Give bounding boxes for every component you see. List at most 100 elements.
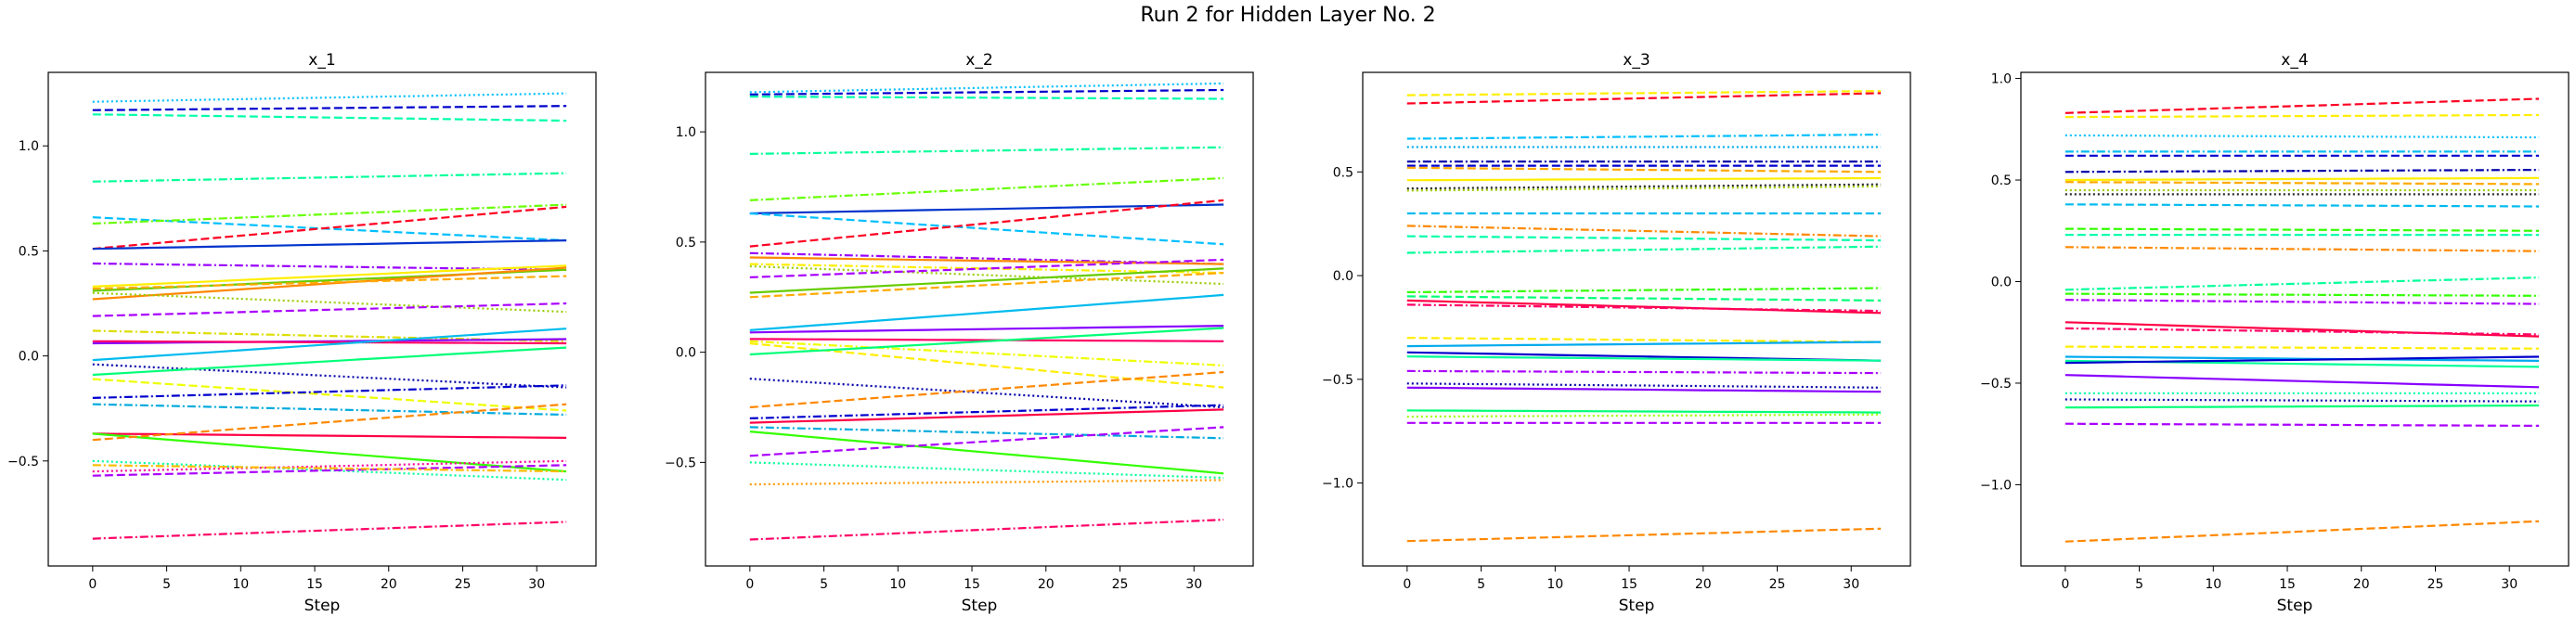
series-line-7: [2065, 176, 2540, 182]
x-tick-label: 5: [1477, 577, 1485, 592]
series-line-10: [92, 264, 567, 288]
series-line-7: [1406, 166, 1882, 174]
series-line-8: [1406, 176, 1882, 182]
x-tick-label: 20: [1038, 577, 1055, 592]
figure-title: Run 2 for Hidden Layer No. 2: [1140, 4, 1436, 27]
series-line-20: [92, 363, 567, 389]
x-tick-label: 0: [1403, 577, 1411, 592]
x-tick-label: 25: [2427, 577, 2444, 592]
subplot-x_2: x_2 0 5 10 15 20 25 30 −0.5 0.0 0.5 1.0 Step: [665, 51, 1254, 615]
x-tick-label: 10: [232, 577, 249, 592]
series-line-15: [2065, 276, 2540, 291]
series-group: [92, 92, 567, 540]
subplot-x_4: x_4 0 5 10 15 20 25 30 −1.0 −0.5 0.0 0.5 1.0 Step: [1980, 51, 2570, 615]
series-line-15: [1406, 287, 1882, 293]
plot-frame: [47, 71, 597, 567]
series-line-29: [749, 461, 1224, 480]
series-group: [2065, 97, 2540, 543]
series-line-8: [2065, 181, 2540, 186]
series-line-4: [749, 146, 1224, 155]
series-line-26: [92, 432, 567, 473]
series-line-12: [2065, 227, 2540, 232]
y-tick-label: 0.5: [676, 236, 696, 251]
series-line-27: [2065, 404, 2540, 409]
x-tick-label: 20: [1695, 577, 1712, 592]
x-axis-label: Step: [1619, 597, 1655, 615]
x-tick-label: 0: [745, 577, 754, 592]
series-line-7: [92, 205, 567, 251]
series-line-1: [92, 92, 567, 103]
series-line-6: [749, 203, 1224, 215]
y-tick-label: 0.5: [1991, 174, 2012, 188]
series-line-14: [1406, 245, 1882, 254]
series-line-1: [2065, 97, 2540, 114]
x-tick-label: 10: [1547, 577, 1563, 592]
x-tick-label: 30: [2501, 577, 2518, 592]
series-line-31: [749, 519, 1224, 541]
series-line-15: [92, 302, 567, 317]
series-line-17: [2065, 299, 2540, 305]
x-tick-label: 25: [455, 577, 472, 592]
series-line-16: [2065, 292, 2540, 297]
series-line-3: [2065, 134, 2540, 139]
series-line-23: [1406, 369, 1882, 375]
y-tick-label: −0.5: [1322, 373, 1353, 388]
series-line-29: [1406, 527, 1882, 543]
y-tick-label: 0.5: [19, 244, 39, 259]
series-line-23: [92, 384, 567, 399]
y-tick-label: 1.0: [19, 139, 39, 154]
x-axis-label: Step: [962, 597, 998, 615]
series-line-5: [749, 176, 1224, 201]
y-tick-label: −0.5: [7, 455, 39, 469]
series-line-27: [92, 403, 567, 442]
series-line-6: [92, 203, 567, 225]
x-tick-label: 15: [964, 577, 980, 592]
series-line-13: [749, 258, 1224, 278]
series-line-2: [2065, 113, 2540, 119]
x-tick-label: 0: [88, 577, 97, 592]
x-tick-label: 5: [162, 577, 171, 592]
y-tick-label: −1.0: [1980, 478, 2012, 493]
y-tick-label: 0.0: [19, 350, 39, 365]
x-tick-label: 25: [1112, 577, 1129, 592]
series-line-8: [92, 239, 567, 251]
series-line-26: [749, 426, 1224, 440]
y-tick-label: 1.0: [676, 125, 696, 140]
series-line-20: [2065, 345, 2540, 350]
subplot-title: x_3: [1623, 51, 1650, 70]
series-line-10: [1406, 185, 1882, 192]
series-line-13: [1406, 235, 1882, 242]
series-line-2: [749, 88, 1224, 96]
plot-frame: [705, 71, 1254, 567]
series-line-11: [2065, 203, 2540, 208]
series-line-3: [749, 96, 1224, 100]
y-tick-label: −0.5: [1980, 377, 2012, 392]
series-line-2: [1406, 92, 1882, 105]
series-line-28: [2065, 422, 2540, 427]
series-line-8: [749, 199, 1224, 248]
series-line-27: [1406, 413, 1882, 418]
series-line-16: [749, 293, 1224, 331]
y-tick-label: 0.0: [1333, 269, 1353, 284]
subplot-x_3: x_3 0 5 10 15 20 25 30 −1.0 −0.5 0.0 0.5 Step: [1322, 51, 1911, 615]
x-tick-label: 15: [306, 577, 323, 592]
series-line-1: [1406, 90, 1882, 96]
series-line-22: [92, 378, 567, 412]
series-line-18: [92, 340, 567, 345]
subplot-title: x_4: [2281, 51, 2308, 70]
series-line-17: [749, 325, 1224, 334]
x-tick-label: 30: [1185, 577, 1202, 592]
x-axis-label: Step: [2277, 597, 2313, 615]
plot-frame: [2020, 71, 2570, 567]
y-tick-label: 0.5: [1333, 165, 1353, 180]
x-tick-label: 25: [1769, 577, 1786, 592]
series-line-4: [92, 172, 567, 183]
subplot-x_1: x_1 0 5 10 15 20 25 30 −0.5 0.0 0.5 1.0 Step: [7, 51, 597, 615]
series-line-6: [2065, 169, 2540, 174]
series-line-30: [92, 464, 567, 477]
y-tick-label: 0.0: [1991, 275, 2012, 289]
series-line-25: [1406, 386, 1882, 393]
series-line-9: [1406, 183, 1882, 190]
y-tick-label: 1.0: [1991, 72, 2012, 87]
